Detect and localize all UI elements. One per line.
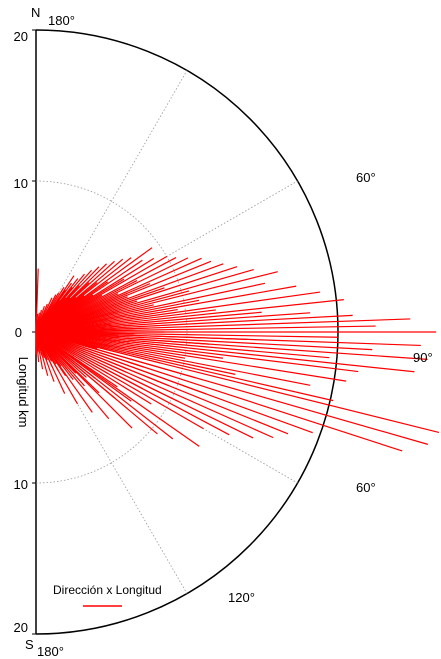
- direction-ray: [35, 331, 207, 395]
- direction-ray: [35, 331, 152, 405]
- south-label: S: [25, 637, 34, 652]
- angle-label-60-upper: 60°: [356, 170, 376, 185]
- direction-ray: [35, 323, 112, 333]
- r-tick-label: 10: [14, 176, 28, 191]
- y-axis-label: Longitud km: [16, 357, 31, 428]
- direction-ray: [35, 331, 98, 349]
- direction-ray: [35, 312, 83, 333]
- direction-ray: [35, 268, 39, 333]
- direction-length-series: [35, 247, 440, 452]
- direction-ray: [35, 331, 132, 402]
- direction-ray: [35, 331, 38, 351]
- grid-spoke: [35, 70, 188, 333]
- angle-label-120: 120°: [228, 590, 255, 605]
- direction-ray: [35, 328, 89, 333]
- direction-ray: [35, 331, 334, 402]
- angle-label-180-bottom: 180°: [37, 644, 64, 659]
- angle-label-90: 90°: [413, 350, 433, 365]
- direction-ray: [35, 331, 144, 368]
- direction-ray: [35, 331, 248, 340]
- angle-label-60-lower: 60°: [356, 480, 376, 495]
- r-tick-label: 20: [14, 620, 28, 635]
- direction-ray: [35, 331, 143, 390]
- direction-ray: [35, 289, 66, 333]
- r-tick-label: 0: [15, 325, 22, 340]
- direction-ray: [35, 280, 138, 333]
- r-tick-label: 10: [14, 477, 28, 492]
- direction-ray: [35, 331, 179, 403]
- direction-ray: [35, 331, 347, 382]
- north-label: N: [31, 5, 40, 20]
- direction-ray: [35, 331, 170, 387]
- direction-ray: [35, 291, 321, 333]
- direction-ray: [35, 311, 262, 333]
- r-tick-label: 20: [14, 29, 28, 44]
- legend-label: Dirección x Longitud: [53, 583, 162, 597]
- angle-label-180-top: 180°: [48, 13, 75, 28]
